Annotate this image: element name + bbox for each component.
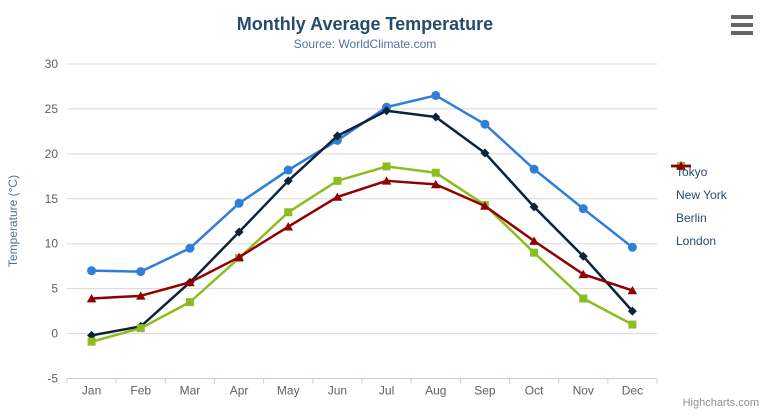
hamburger-icon bbox=[731, 23, 753, 27]
series-marker-tokyo[interactable] bbox=[234, 198, 244, 208]
series-marker-london[interactable] bbox=[86, 294, 97, 303]
x-axis-label: Aug bbox=[425, 384, 446, 398]
series-marker-berlin[interactable] bbox=[185, 298, 194, 307]
series-marker-london[interactable] bbox=[627, 285, 638, 295]
x-axis-label: Jul bbox=[379, 384, 394, 398]
y-axis-label: 30 bbox=[45, 57, 59, 71]
series-marker-tokyo[interactable] bbox=[529, 164, 539, 174]
series-marker-new-york[interactable] bbox=[87, 330, 97, 340]
x-axis-label: Feb bbox=[130, 384, 151, 398]
legend-item-berlin[interactable]: Berlin bbox=[671, 162, 727, 229]
series-marker-london[interactable] bbox=[135, 291, 146, 300]
series-marker-berlin[interactable] bbox=[579, 294, 588, 303]
series-marker-london[interactable] bbox=[381, 176, 392, 185]
series-marker-tokyo[interactable] bbox=[87, 266, 97, 276]
series-marker-berlin[interactable] bbox=[530, 248, 539, 257]
x-axis-label: Nov bbox=[573, 384, 594, 398]
series-marker-berlin[interactable] bbox=[628, 320, 637, 329]
series-marker-london[interactable] bbox=[578, 269, 589, 279]
series-marker-tokyo[interactable] bbox=[431, 90, 441, 100]
y-axis-label: 20 bbox=[45, 147, 59, 161]
series-marker-london[interactable] bbox=[283, 222, 294, 231]
series-marker-new-york[interactable] bbox=[480, 148, 490, 158]
x-axis-label: Sep bbox=[474, 384, 496, 398]
x-axis-label: Mar bbox=[180, 384, 201, 398]
series-marker-london[interactable] bbox=[234, 252, 244, 261]
series-marker-new-york[interactable] bbox=[529, 202, 539, 212]
series-marker-london[interactable] bbox=[430, 179, 441, 189]
series-marker-berlin[interactable] bbox=[333, 176, 342, 185]
y-axis-label: 25 bbox=[45, 102, 59, 116]
series-marker-new-york[interactable] bbox=[578, 251, 588, 261]
y-axis-label: 0 bbox=[51, 327, 58, 341]
hamburger-icon bbox=[731, 15, 753, 19]
x-axis-label: May bbox=[277, 384, 300, 398]
series-marker-berlin[interactable] bbox=[87, 337, 96, 346]
series-marker-new-york[interactable] bbox=[382, 106, 392, 116]
series-marker-new-york[interactable] bbox=[283, 176, 293, 186]
series-marker-berlin[interactable] bbox=[284, 208, 293, 217]
y-axis-label: 15 bbox=[45, 192, 59, 206]
series-marker-tokyo[interactable] bbox=[480, 119, 490, 129]
legend-item-label: New York bbox=[676, 187, 727, 202]
series-marker-berlin[interactable] bbox=[382, 162, 391, 171]
hamburger-icon bbox=[731, 31, 753, 35]
legend-item-label: Berlin bbox=[676, 210, 707, 225]
series-marker-tokyo[interactable] bbox=[136, 267, 146, 277]
series-line-tokyo bbox=[90, 94, 634, 273]
chart-title: Monthly Average Temperature bbox=[236, 14, 494, 34]
series-marker-london[interactable] bbox=[332, 192, 343, 201]
export-menu-button[interactable] bbox=[729, 15, 755, 35]
series-marker-new-york[interactable] bbox=[431, 112, 441, 122]
chart-subtitle: Source: WorldClimate.com bbox=[293, 37, 437, 51]
credits-link[interactable]: Highcharts.com bbox=[682, 397, 759, 409]
y-axis-title: Temperature (°C) bbox=[6, 174, 20, 268]
legend: Tokyo New York Berlin London bbox=[671, 160, 727, 252]
series-marker-london[interactable] bbox=[185, 277, 195, 287]
triangle-legend-icon bbox=[671, 161, 691, 170]
y-axis-label: 5 bbox=[51, 282, 58, 296]
series-line-london bbox=[90, 179, 634, 300]
series-marker-new-york[interactable] bbox=[234, 227, 244, 237]
x-axis-label: Oct bbox=[525, 384, 544, 398]
x-axis-label: Dec bbox=[622, 384, 643, 398]
series-marker-berlin[interactable] bbox=[136, 324, 145, 333]
x-axis-label: Apr bbox=[230, 384, 249, 398]
series-marker-tokyo[interactable] bbox=[578, 204, 588, 214]
series-marker-tokyo[interactable] bbox=[185, 243, 195, 253]
series-line-berlin bbox=[90, 165, 634, 343]
legend-item-new-york[interactable]: New York bbox=[671, 161, 727, 206]
series-marker-london[interactable] bbox=[529, 236, 539, 245]
x-axis-label: Jan bbox=[82, 384, 101, 398]
series-marker-berlin[interactable] bbox=[431, 168, 440, 177]
series-line-new-york bbox=[90, 109, 634, 337]
series-marker-new-york[interactable] bbox=[332, 131, 342, 141]
legend-item-label: London bbox=[676, 233, 717, 248]
legend-item-london[interactable]: London bbox=[671, 161, 727, 252]
x-axis-label: Jun bbox=[328, 384, 347, 398]
series-marker-tokyo[interactable] bbox=[627, 242, 637, 252]
series-marker-new-york[interactable] bbox=[627, 306, 637, 316]
y-axis-label: 10 bbox=[45, 237, 59, 251]
y-axis-label: -5 bbox=[47, 372, 58, 386]
series-marker-london[interactable] bbox=[480, 201, 490, 210]
series-marker-tokyo[interactable] bbox=[283, 165, 293, 175]
